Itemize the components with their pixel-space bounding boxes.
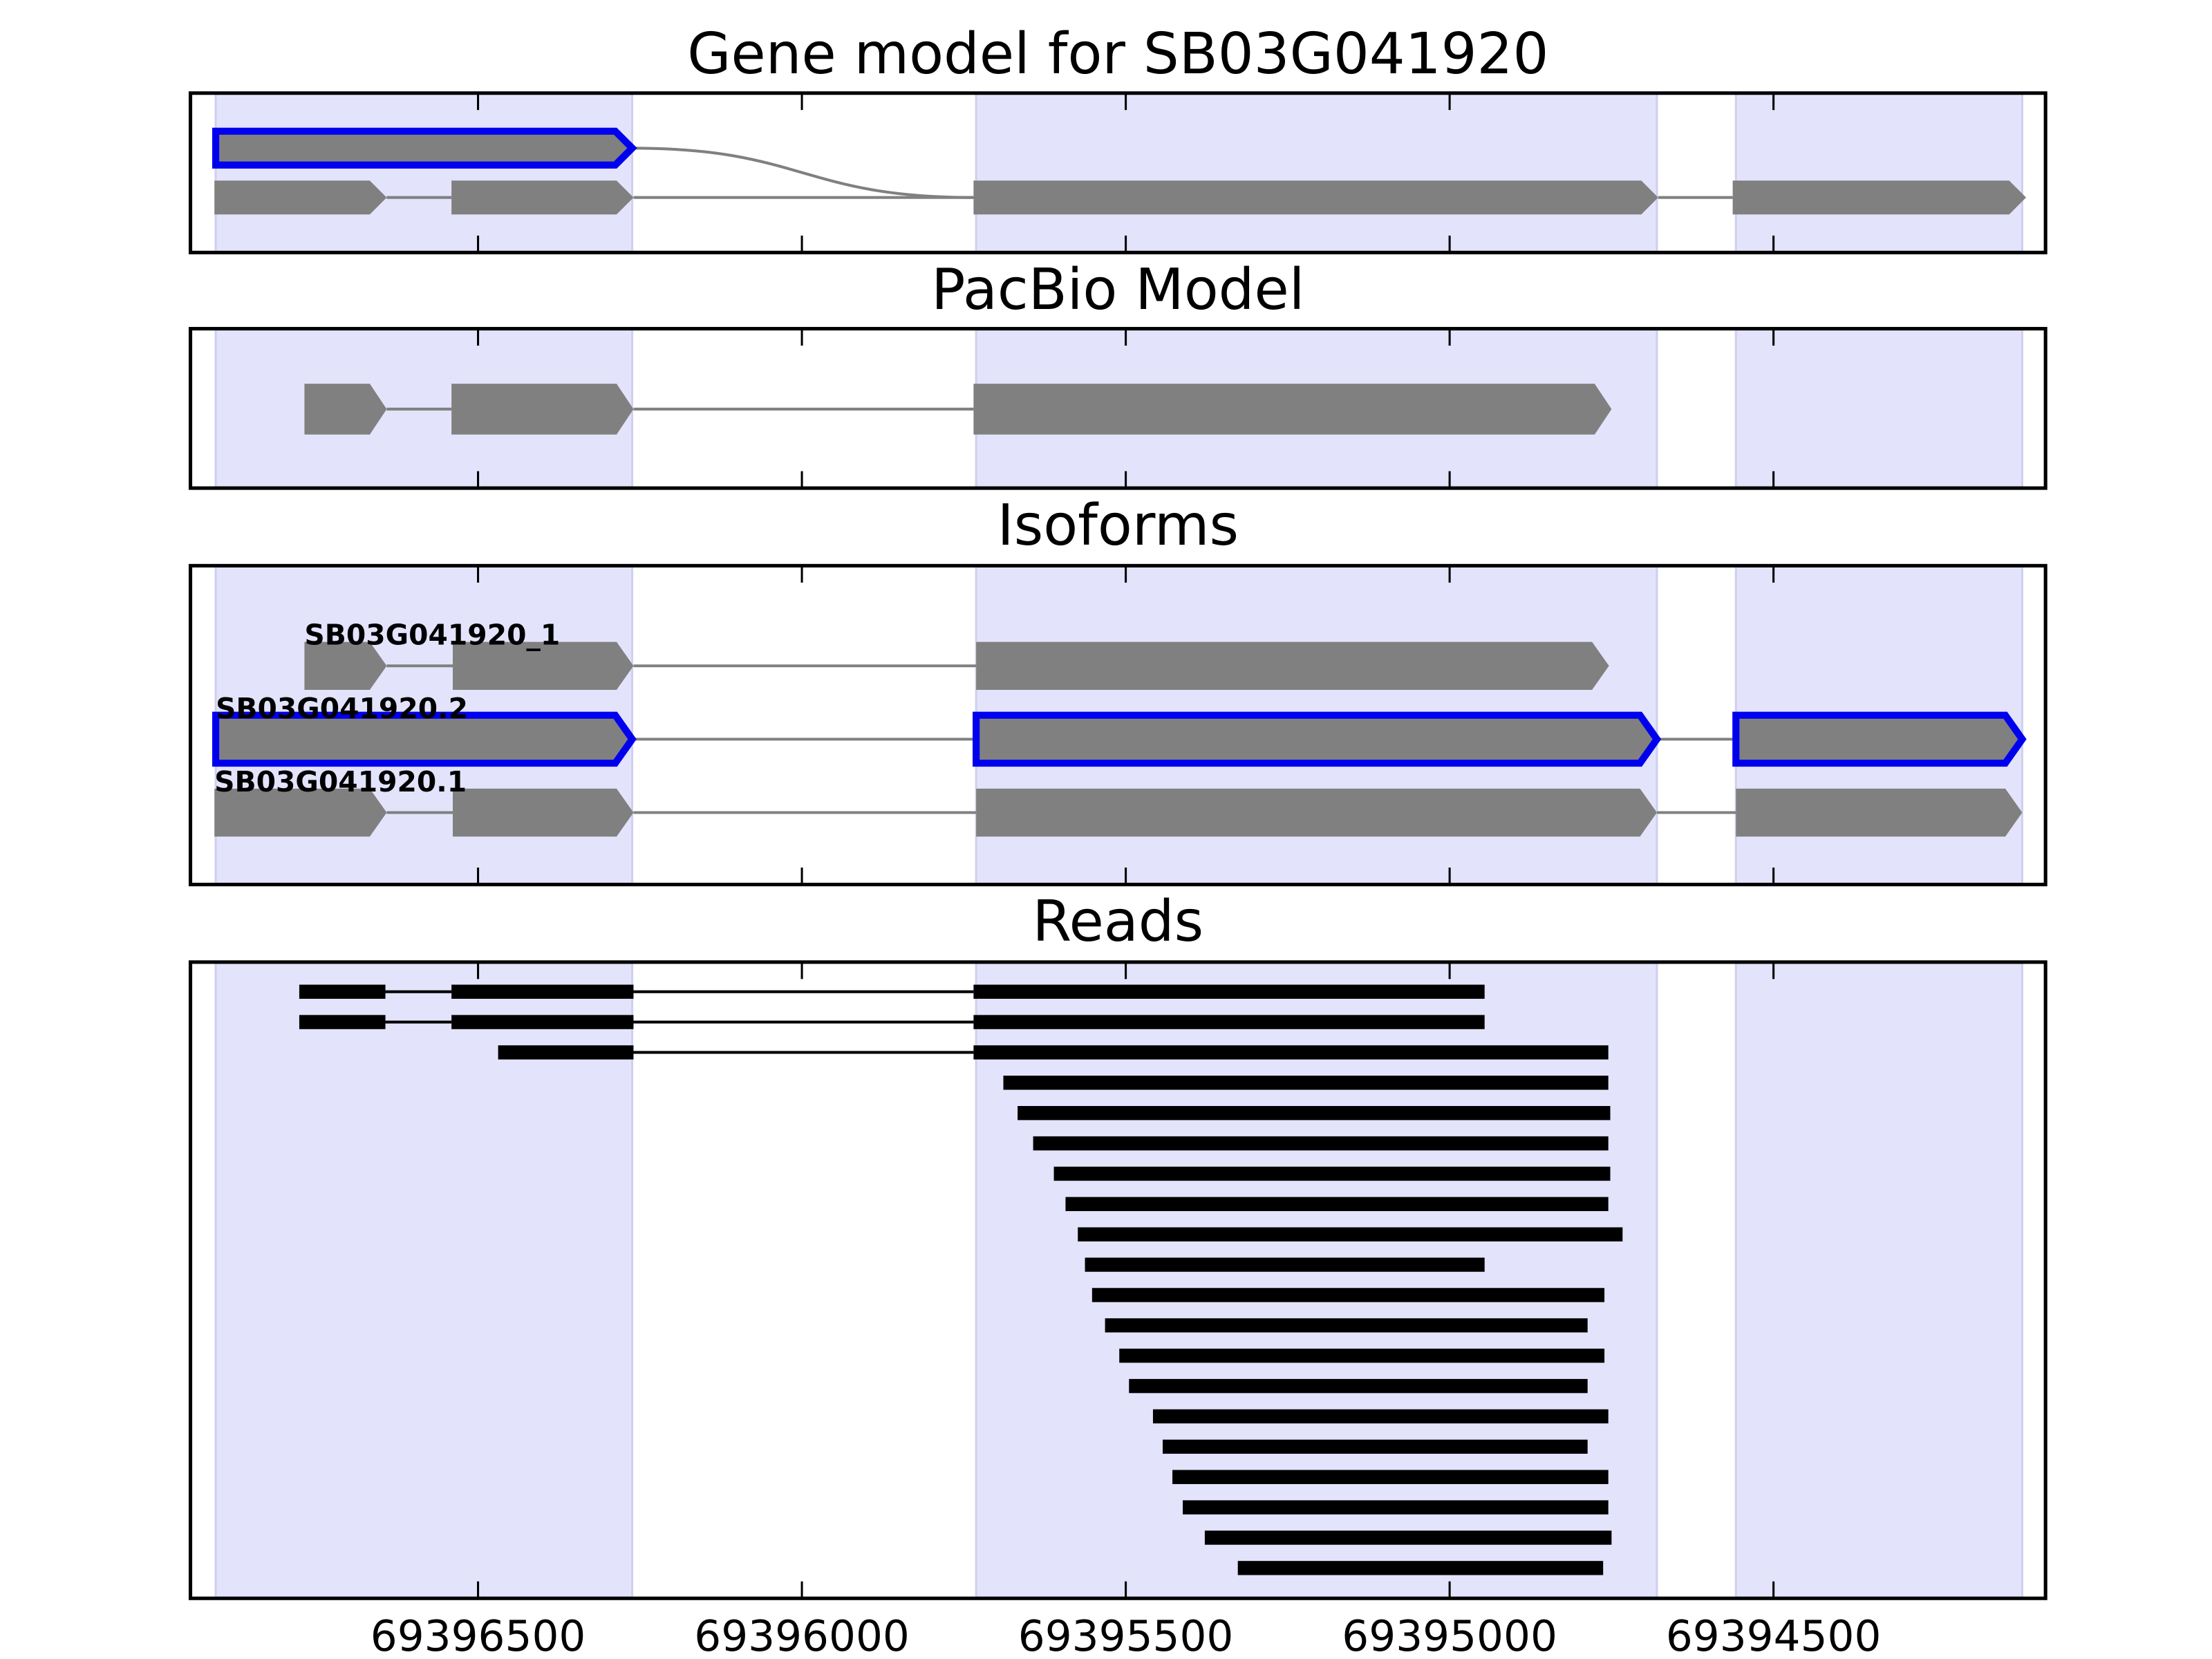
panel-frame <box>188 326 2047 490</box>
exon-region <box>214 92 634 254</box>
panel-frame <box>188 91 2047 254</box>
panel-frame <box>188 960 2047 1600</box>
selected-exon <box>1732 711 2027 767</box>
exon <box>451 180 634 215</box>
selected-exon <box>212 711 637 767</box>
exon <box>973 384 1612 435</box>
panel-title: Gene model for SB03G041920 <box>687 21 1548 87</box>
x-tick-label: 69394500 <box>1666 1612 1882 1659</box>
read-block <box>1237 1561 1604 1575</box>
isoform-label: SB03G041920.1 <box>214 765 467 798</box>
splice-connector <box>632 147 974 199</box>
read-block <box>1065 1197 1609 1212</box>
exon <box>304 641 387 690</box>
read-block <box>1172 1470 1609 1484</box>
panel-frame <box>188 563 2047 887</box>
exon <box>976 788 1657 837</box>
read-block <box>1085 1257 1485 1272</box>
exon-region <box>1734 327 2023 489</box>
read-block <box>1003 1076 1609 1090</box>
read-block <box>299 984 386 999</box>
read-block <box>1091 1288 1605 1302</box>
exon-region <box>1734 92 2023 254</box>
exon <box>304 384 387 435</box>
read-block <box>451 984 634 999</box>
x-tick-label: 69396000 <box>694 1612 910 1659</box>
read-block <box>1129 1378 1588 1394</box>
read-block <box>973 1015 1485 1029</box>
read-block <box>973 1045 1609 1060</box>
isoform-label: SB03G041920_1 <box>304 619 560 652</box>
exon <box>973 180 1658 215</box>
exon <box>453 788 634 837</box>
read-block <box>1033 1136 1609 1151</box>
read-block <box>1078 1227 1623 1241</box>
read-block <box>299 1015 386 1029</box>
selected-exon <box>973 711 1662 767</box>
read-block <box>1183 1500 1609 1515</box>
read-block <box>1119 1349 1605 1363</box>
read-block <box>1152 1409 1609 1424</box>
read-block <box>1105 1318 1588 1333</box>
selected-exon <box>212 127 637 169</box>
read-block <box>498 1045 634 1060</box>
isoform-label: SB03G041920.2 <box>216 692 468 725</box>
x-tick-label: 69395500 <box>1018 1612 1234 1659</box>
x-tick-label: 69395000 <box>1342 1612 1557 1659</box>
exon <box>453 641 634 690</box>
exon <box>451 384 634 435</box>
panel-title: Isoforms <box>997 493 1239 559</box>
exon <box>976 641 1609 690</box>
read-block <box>973 984 1485 999</box>
panel-title: Reads <box>1033 889 1204 955</box>
x-tick-label: 69396500 <box>371 1612 586 1659</box>
panel-title: PacBio Model <box>931 257 1304 323</box>
read-block <box>1053 1166 1611 1181</box>
read-block <box>1163 1439 1588 1454</box>
exon-region <box>214 961 634 1600</box>
read-block <box>1204 1530 1612 1545</box>
exon <box>1732 180 2027 215</box>
exon <box>214 788 387 837</box>
exon-region <box>975 92 1658 254</box>
read-block <box>1018 1106 1611 1121</box>
exon-region <box>1734 961 2023 1600</box>
read-block <box>451 1015 634 1029</box>
exon <box>214 180 387 215</box>
exon <box>1736 788 2023 837</box>
